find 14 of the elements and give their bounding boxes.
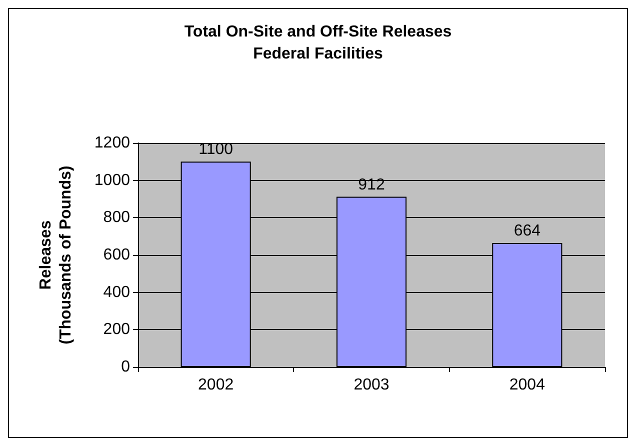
y-tick-label: 400 <box>103 284 130 301</box>
y-tick-label: 0 <box>121 358 130 376</box>
y-tick-label: 200 <box>103 321 130 338</box>
x-tick-label: 2003 <box>354 376 390 394</box>
x-tick-label: 2004 <box>509 376 546 394</box>
x-tick-label: 2002 <box>198 376 234 394</box>
y-tick-label: 800 <box>103 209 130 226</box>
y-tick-label: 600 <box>103 246 130 264</box>
y-axis-title: Releases (Thousands of Pounds) <box>38 166 74 344</box>
chart-title: Total On-Site and Off-Site Releases <box>184 24 452 40</box>
data-label: 664 <box>514 222 541 240</box>
y-tick-label: 1200 <box>94 134 130 152</box>
y-tick-label: 1000 <box>94 172 130 189</box>
chart-subtitle: Federal Facilities <box>253 46 384 62</box>
